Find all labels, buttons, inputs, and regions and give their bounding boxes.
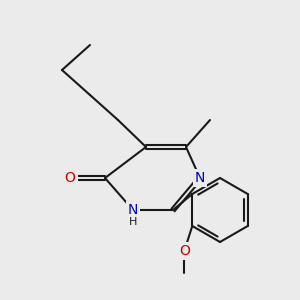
Text: O: O: [179, 244, 190, 258]
Text: H: H: [129, 217, 137, 227]
Text: O: O: [64, 171, 75, 185]
Text: N: N: [128, 203, 138, 217]
Text: N: N: [195, 171, 205, 185]
